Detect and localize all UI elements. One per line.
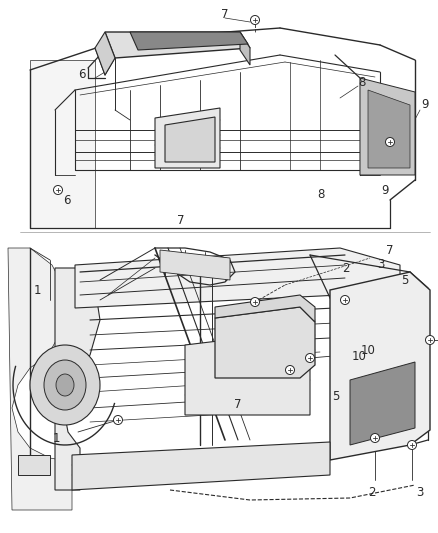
Text: 1: 1 [52, 432, 60, 445]
Polygon shape [240, 32, 250, 65]
Text: 2: 2 [342, 262, 350, 276]
Circle shape [407, 440, 417, 449]
Text: 2: 2 [368, 486, 376, 498]
Text: 8: 8 [317, 189, 325, 201]
Polygon shape [30, 60, 95, 228]
Polygon shape [18, 455, 50, 475]
Text: 4: 4 [389, 370, 397, 384]
Polygon shape [75, 248, 400, 308]
Circle shape [53, 185, 63, 195]
Text: 8: 8 [358, 76, 366, 88]
Polygon shape [350, 362, 415, 445]
Text: 6: 6 [63, 195, 71, 207]
Polygon shape [330, 272, 430, 460]
Text: 10: 10 [352, 350, 367, 362]
Polygon shape [215, 295, 315, 322]
Ellipse shape [44, 360, 86, 410]
Text: 7: 7 [221, 7, 229, 20]
Polygon shape [160, 250, 230, 280]
Polygon shape [368, 90, 410, 168]
Text: 9: 9 [421, 99, 429, 111]
Text: 10: 10 [360, 343, 375, 357]
Text: 6: 6 [78, 69, 86, 82]
Circle shape [371, 433, 379, 442]
Circle shape [385, 138, 395, 147]
Circle shape [113, 416, 123, 424]
Text: 9: 9 [381, 184, 389, 198]
Ellipse shape [56, 374, 74, 396]
Text: 5: 5 [332, 391, 340, 403]
Text: 7: 7 [234, 398, 242, 410]
Polygon shape [360, 78, 415, 175]
Polygon shape [55, 268, 100, 490]
Text: 7: 7 [177, 214, 185, 228]
Polygon shape [8, 248, 72, 510]
Text: 3: 3 [377, 257, 385, 271]
Polygon shape [165, 117, 215, 162]
Circle shape [251, 15, 259, 25]
Polygon shape [105, 32, 250, 58]
Text: 3: 3 [416, 486, 424, 498]
Text: 7: 7 [386, 244, 394, 256]
Ellipse shape [30, 345, 100, 425]
Circle shape [340, 295, 350, 304]
Polygon shape [72, 442, 330, 490]
Circle shape [286, 366, 294, 375]
Polygon shape [130, 32, 248, 50]
Text: 1: 1 [33, 284, 41, 296]
Circle shape [251, 297, 259, 306]
Polygon shape [215, 307, 315, 378]
Polygon shape [155, 108, 220, 168]
Polygon shape [95, 32, 115, 75]
Circle shape [305, 353, 314, 362]
Polygon shape [185, 330, 310, 415]
Text: 5: 5 [401, 273, 409, 287]
Circle shape [425, 335, 434, 344]
